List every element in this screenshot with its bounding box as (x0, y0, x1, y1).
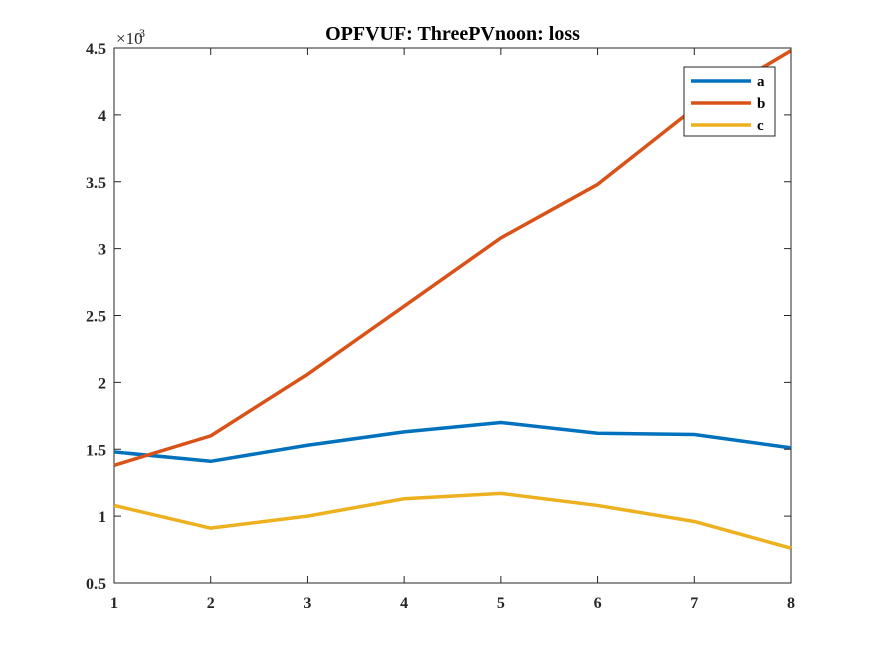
y-tick-label: 4.5 (86, 41, 106, 58)
axis-layer: 1 2 3 4 5 6 7 80.511.522.533.544.5 (86, 41, 795, 612)
y-axis-exponent: ×10 -3 (116, 26, 145, 48)
x-tick-label: 6 (594, 595, 602, 612)
y-exponent-power: -3 (135, 26, 145, 40)
legend-label-b: b (757, 96, 765, 112)
y-tick-label: 0.5 (86, 576, 106, 593)
y-tick-label: 3.5 (86, 175, 106, 192)
series-line-a (113, 420, 792, 464)
y-tick-label: 3 (98, 242, 106, 259)
chart-title: OPFVUF: ThreePVnoon: loss (325, 23, 580, 45)
x-tick-label: 7 (690, 595, 698, 612)
y-exponent-base: ×10 (116, 29, 143, 48)
plot-area (113, 47, 792, 584)
series-layer (113, 49, 792, 550)
y-tick-label: 2 (98, 375, 106, 392)
series-line-c (113, 491, 792, 550)
series-line-b (113, 49, 792, 467)
legend: abc (683, 66, 776, 137)
legend-label-c: c (757, 118, 764, 134)
x-tick-label: 1 (110, 595, 118, 612)
legend-label-a: a (757, 74, 765, 90)
y-tick-label: 4 (98, 108, 106, 125)
y-tick-label: 2.5 (86, 309, 106, 326)
x-tick-label: 2 (207, 595, 215, 612)
x-tick-label: 5 (497, 595, 505, 612)
y-tick-label: 1.5 (86, 442, 106, 459)
y-tick-label: 1 (98, 509, 106, 526)
x-tick-label: 3 (303, 595, 311, 612)
x-tick-label: 4 (400, 595, 408, 612)
x-tick-label: 8 (787, 595, 795, 612)
